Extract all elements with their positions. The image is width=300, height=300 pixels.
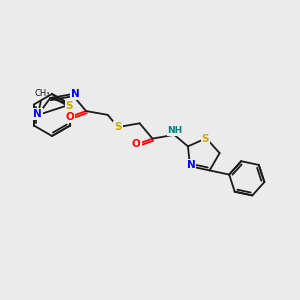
- Text: O: O: [132, 140, 141, 149]
- Text: S: S: [202, 134, 209, 144]
- Text: N: N: [34, 109, 42, 119]
- Text: O: O: [65, 112, 74, 122]
- Text: CH₃: CH₃: [34, 89, 50, 98]
- Text: N: N: [187, 160, 195, 170]
- Text: NH: NH: [167, 126, 183, 135]
- Text: S: S: [114, 122, 122, 132]
- Text: N: N: [70, 89, 79, 99]
- Text: S: S: [65, 100, 73, 110]
